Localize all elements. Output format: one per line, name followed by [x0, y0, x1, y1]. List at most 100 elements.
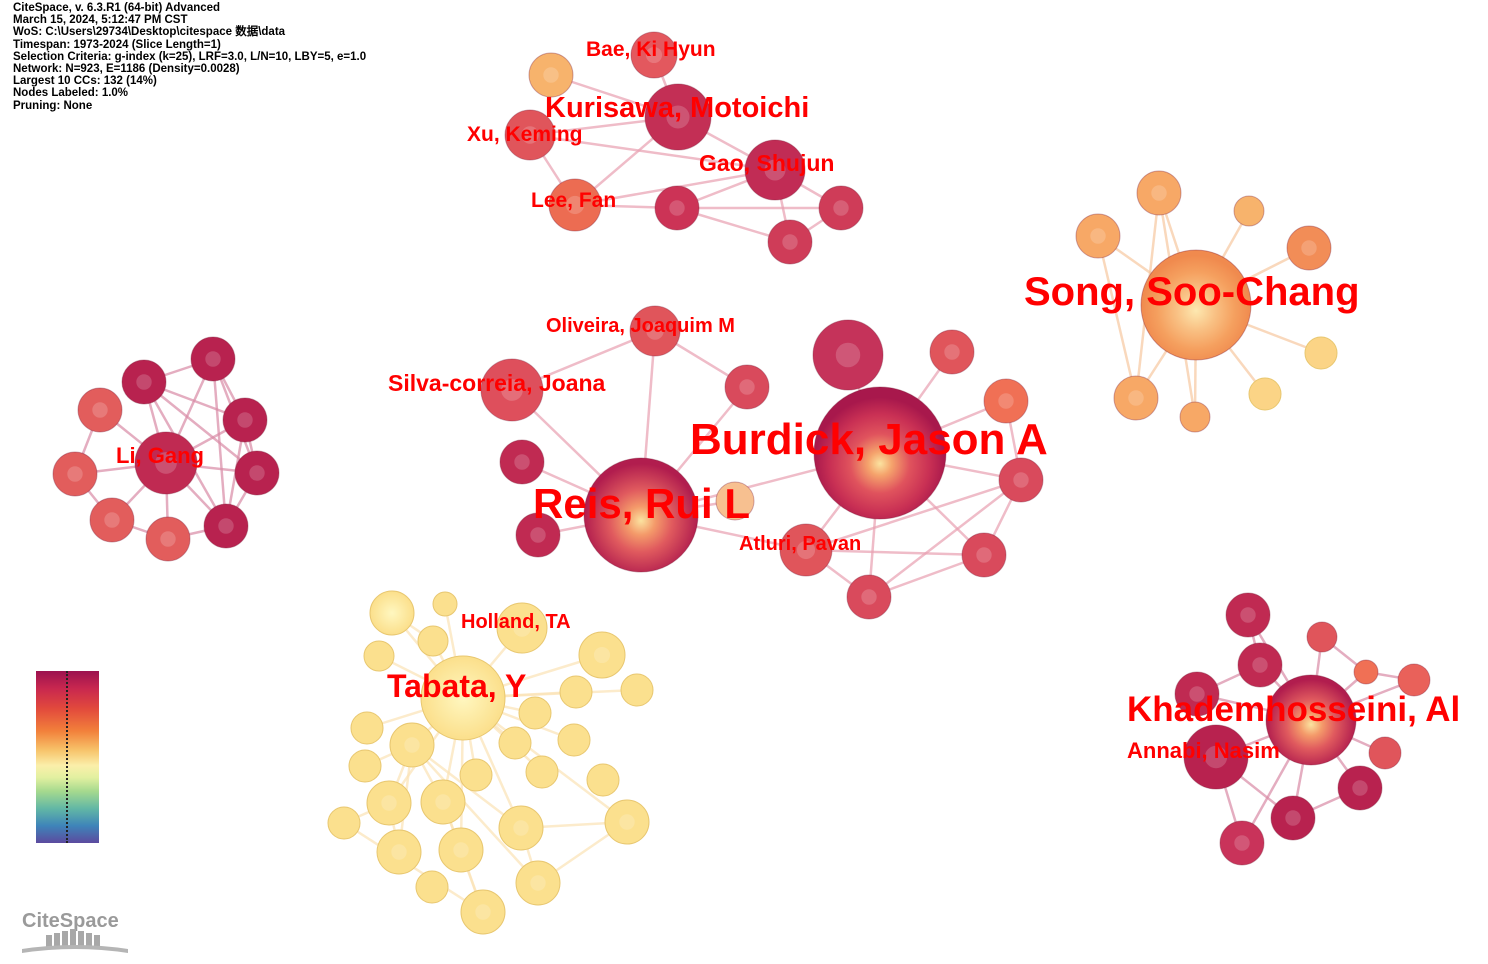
author-node[interactable]: [121, 359, 167, 405]
author-node[interactable]: [583, 457, 699, 573]
author-node[interactable]: [548, 178, 602, 232]
author-node[interactable]: [499, 439, 545, 485]
author-node[interactable]: [222, 397, 268, 443]
author-node[interactable]: [1306, 621, 1338, 653]
author-node[interactable]: [1183, 724, 1249, 790]
author-node[interactable]: [779, 523, 833, 577]
author-node[interactable]: [528, 52, 574, 98]
author-node[interactable]: [557, 723, 591, 757]
author-node[interactable]: [420, 655, 506, 741]
legend-dotted-marker: [66, 671, 68, 843]
label-song: Song, Soo-Chang: [1024, 270, 1360, 314]
author-node[interactable]: [145, 516, 191, 562]
author-node[interactable]: [89, 497, 135, 543]
author-node[interactable]: [983, 378, 1029, 424]
author-node[interactable]: [203, 503, 249, 549]
author-node-core: [521, 126, 539, 144]
author-node[interactable]: [1179, 401, 1211, 433]
label-kurisawa: Kurisawa, Motoichi: [545, 92, 809, 124]
author-node[interactable]: [1270, 795, 1316, 841]
author-node-core: [565, 195, 585, 215]
author-node[interactable]: [1368, 736, 1402, 770]
author-node[interactable]: [459, 758, 493, 792]
author-node-core: [381, 795, 397, 811]
author-node[interactable]: [1140, 249, 1252, 361]
author-node[interactable]: [961, 532, 1007, 578]
author-node[interactable]: [1113, 375, 1159, 421]
label-oliveira: Oliveira, Joaquim M: [546, 315, 735, 337]
author-node-core: [1151, 185, 1167, 201]
author-node-core: [92, 402, 108, 418]
author-node[interactable]: [376, 829, 422, 875]
author-node[interactable]: [190, 336, 236, 382]
author-node[interactable]: [715, 481, 755, 521]
author-node-core: [543, 67, 559, 83]
author-node[interactable]: [744, 139, 806, 201]
author-node[interactable]: [234, 450, 280, 496]
author-node-core: [1234, 835, 1250, 851]
author-node[interactable]: [1233, 195, 1265, 227]
author-node[interactable]: [1237, 642, 1283, 688]
author-node[interactable]: [724, 364, 770, 410]
author-node[interactable]: [630, 31, 678, 79]
author-node[interactable]: [480, 358, 544, 422]
author-node[interactable]: [812, 319, 884, 391]
author-node[interactable]: [366, 780, 412, 826]
author-node[interactable]: [1136, 170, 1182, 216]
author-node[interactable]: [654, 185, 700, 231]
author-node[interactable]: [389, 722, 435, 768]
author-node[interactable]: [496, 602, 548, 654]
author-node[interactable]: [998, 457, 1044, 503]
author-node[interactable]: [929, 329, 975, 375]
author-node[interactable]: [846, 574, 892, 620]
author-node[interactable]: [504, 109, 556, 161]
author-node[interactable]: [327, 806, 361, 840]
author-node-core: [645, 46, 663, 64]
author-node[interactable]: [498, 805, 544, 851]
author-node[interactable]: [1353, 659, 1379, 685]
author-node[interactable]: [432, 591, 458, 617]
author-node[interactable]: [438, 827, 484, 873]
author-node[interactable]: [559, 675, 593, 709]
author-node[interactable]: [77, 387, 123, 433]
author-node[interactable]: [518, 696, 552, 730]
author-node-core: [998, 393, 1014, 409]
author-node[interactable]: [586, 763, 620, 797]
author-node[interactable]: [629, 305, 681, 357]
info-line: Nodes Labeled: 1.0%: [13, 87, 129, 100]
author-node[interactable]: [498, 726, 532, 760]
author-node[interactable]: [460, 889, 506, 935]
author-node[interactable]: [1286, 225, 1332, 271]
author-node-core: [1204, 745, 1228, 769]
author-node[interactable]: [644, 83, 712, 151]
author-node[interactable]: [767, 219, 813, 265]
author-node[interactable]: [420, 779, 466, 825]
author-node[interactable]: [1337, 765, 1383, 811]
author-node[interactable]: [525, 755, 559, 789]
author-node[interactable]: [620, 673, 654, 707]
author-node[interactable]: [818, 185, 864, 231]
author-node[interactable]: [1174, 671, 1220, 717]
author-node[interactable]: [1265, 674, 1357, 766]
author-node[interactable]: [1075, 213, 1121, 259]
author-node[interactable]: [1225, 592, 1271, 638]
author-node[interactable]: [515, 512, 561, 558]
author-node[interactable]: [134, 431, 198, 495]
author-node[interactable]: [1397, 663, 1431, 697]
author-node[interactable]: [604, 799, 650, 845]
author-node[interactable]: [52, 451, 98, 497]
author-node[interactable]: [369, 590, 415, 636]
label-khademhosseini: Khademhosseini, Al: [1127, 690, 1460, 729]
author-node[interactable]: [578, 631, 626, 679]
author-node[interactable]: [813, 386, 947, 520]
author-node[interactable]: [1304, 336, 1338, 370]
network-nodes: [52, 31, 1431, 935]
author-node[interactable]: [1248, 377, 1282, 411]
author-node[interactable]: [417, 625, 449, 657]
author-node[interactable]: [415, 870, 449, 904]
author-node[interactable]: [1219, 820, 1265, 866]
author-node[interactable]: [515, 860, 561, 906]
author-node[interactable]: [363, 640, 395, 672]
author-node[interactable]: [348, 749, 382, 783]
author-node[interactable]: [350, 711, 384, 745]
